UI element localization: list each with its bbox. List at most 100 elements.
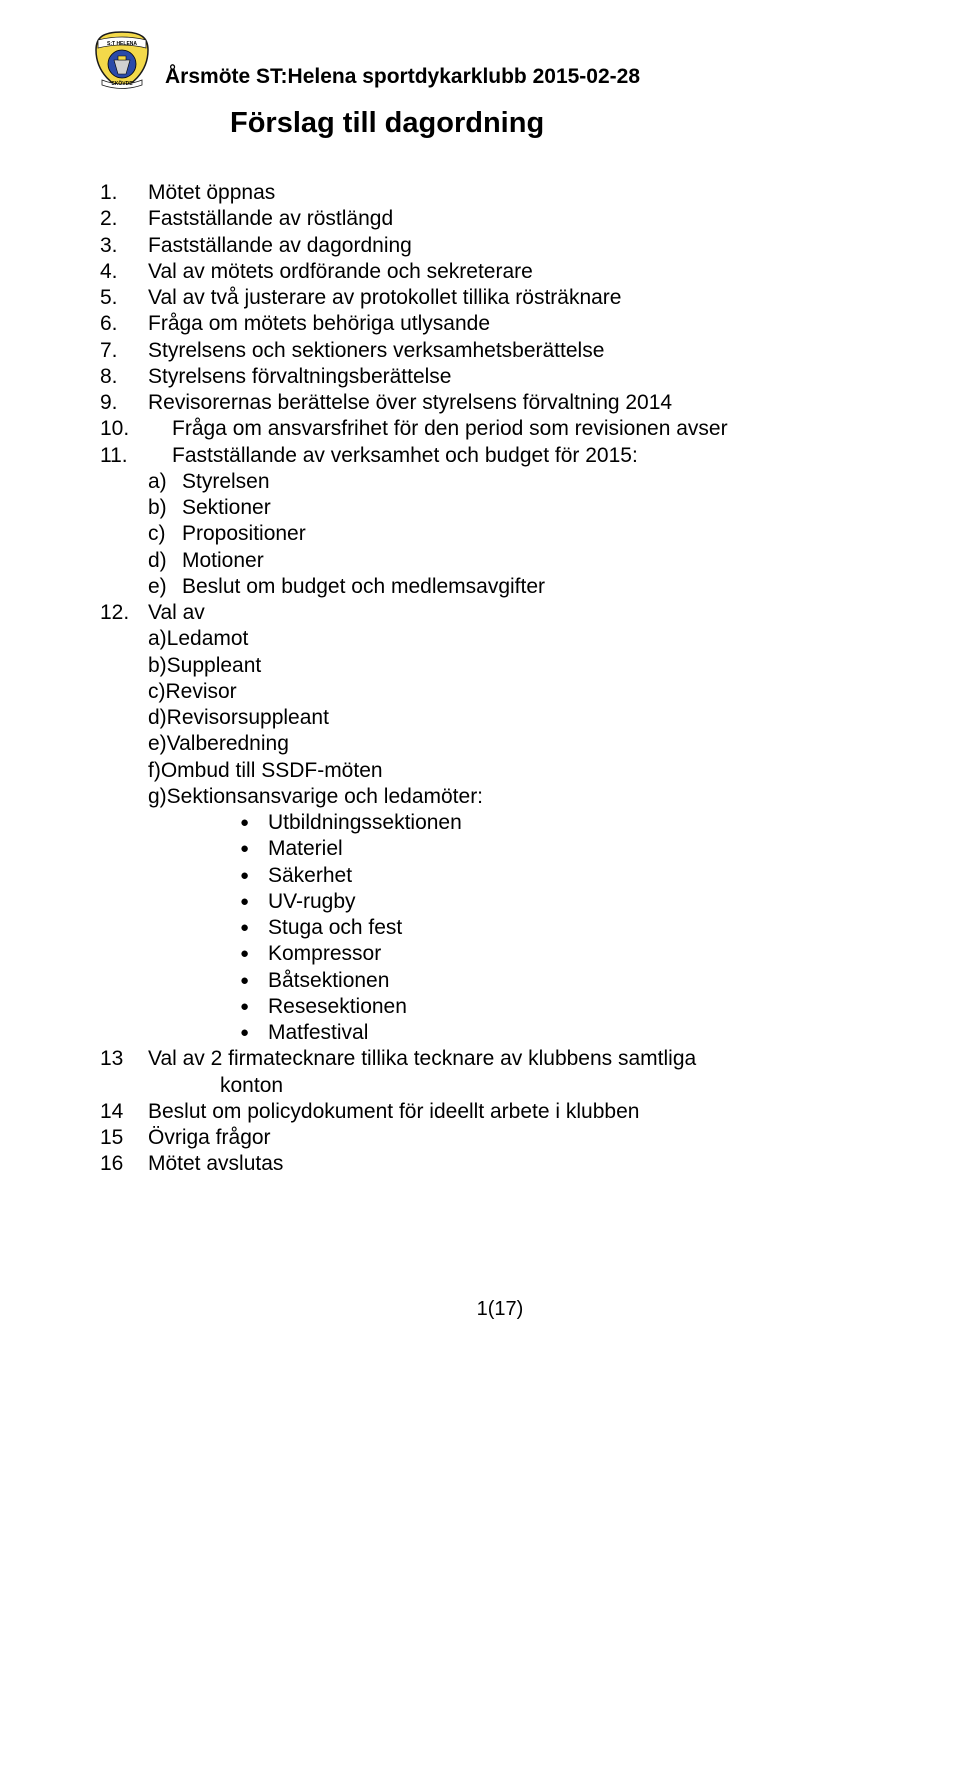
agenda-item: 14Beslut om policydokument för ideellt a…	[100, 1099, 900, 1125]
agenda-item: 3.Fastställande av dagordning	[100, 233, 900, 259]
item-number: 16	[100, 1151, 148, 1177]
svg-text:S:T HELENA: S:T HELENA	[107, 41, 137, 47]
agenda-item: 5.Val av två justerare av protokollet ti…	[100, 285, 900, 311]
item-number: 2.	[100, 206, 148, 232]
agenda-item: 15Övriga frågor	[100, 1125, 900, 1151]
agenda-item: 10.Fråga om ansvarsfrihet för den period…	[100, 416, 900, 442]
agenda-subitem: a)Ledamot	[100, 626, 900, 652]
agenda-item: 6.Fråga om mötets behöriga utlysande	[100, 311, 900, 337]
item-number: 15	[100, 1125, 148, 1151]
bullet-text: Säkerhet	[268, 863, 900, 889]
item-text: Val av två justerare av protokollet till…	[148, 285, 900, 311]
item-number: 7.	[100, 338, 148, 364]
item-text: Fastställande av verksamhet och budget f…	[172, 443, 900, 469]
subitem-text: Propositioner	[182, 521, 900, 547]
item-text-continued: konton	[100, 1073, 900, 1099]
item-number: 11.	[100, 443, 172, 469]
item-text: Fråga om mötets behöriga utlysande	[148, 311, 900, 337]
bullet-item: ●Kompressor	[100, 941, 900, 967]
subitem-text: a)Ledamot	[148, 626, 900, 652]
item-text: Val av mötets ordförande och sekreterare	[148, 259, 900, 285]
item-number: 4.	[100, 259, 148, 285]
bullet-text: UV-rugby	[268, 889, 900, 915]
bullet-item: ●Båtsektionen	[100, 968, 900, 994]
item-text: Fråga om ansvarsfrihet för den period so…	[172, 416, 900, 442]
bullet-text: Utbildningssektionen	[268, 810, 900, 836]
agenda-item: 4.Val av mötets ordförande och sekretera…	[100, 259, 900, 285]
subitem-text: Sektioner	[182, 495, 900, 521]
bullet-item: ●Resesektionen	[100, 994, 900, 1020]
item-text: Val av 2 firmatecknare tillika tecknare …	[148, 1046, 900, 1072]
item-number: 10.	[100, 416, 172, 442]
bullet-text: Materiel	[268, 836, 900, 862]
agenda-subitem: b)Suppleant	[100, 653, 900, 679]
subitem-text: f)Ombud till SSDF-möten	[148, 758, 900, 784]
agenda-item: 13Val av 2 firmatecknare tillika tecknar…	[100, 1046, 900, 1072]
page-title: Förslag till dagordning	[230, 107, 900, 140]
bullet-item: ●Matfestival	[100, 1020, 900, 1046]
document-page: S:T HELENA SKÖVDE Årsmöte ST:Helena spor…	[0, 0, 960, 1361]
bullet-icon: ●	[240, 968, 268, 994]
bullet-icon: ●	[240, 810, 268, 836]
item-text: Beslut om policydokument för ideellt arb…	[148, 1099, 900, 1125]
subitem-text: Beslut om budget och medlemsavgifter	[182, 574, 900, 600]
subitem-text: Styrelsen	[182, 469, 900, 495]
bullet-item: ●Materiel	[100, 836, 900, 862]
bullet-icon: ●	[240, 915, 268, 941]
agenda-subitem: g)Sektionsansvarige och ledamöter:	[100, 784, 900, 810]
subitem-letter: b)	[148, 495, 182, 521]
item-number: 6.	[100, 311, 148, 337]
agenda-subitem: a)Styrelsen	[100, 469, 900, 495]
bullet-item: ●Stuga och fest	[100, 915, 900, 941]
item-text: Fastställande av röstlängd	[148, 206, 900, 232]
agenda-subitem: f)Ombud till SSDF-möten	[100, 758, 900, 784]
bullet-icon: ●	[240, 1020, 268, 1046]
agenda-item: 1.Mötet öppnas	[100, 180, 900, 206]
item-text: Styrelsens och sektioners verksamhetsber…	[148, 338, 900, 364]
bullet-text: Resesektionen	[268, 994, 900, 1020]
meeting-header: Årsmöte ST:Helena sportdykarklubb 2015-0…	[165, 65, 900, 89]
bullet-icon: ●	[240, 836, 268, 862]
item-number: 14	[100, 1099, 148, 1125]
bullet-item: ●Säkerhet	[100, 863, 900, 889]
agenda-item: 8.Styrelsens förvaltningsberättelse	[100, 364, 900, 390]
agenda-subitem: e)Valberedning	[100, 731, 900, 757]
subitem-letter: c)	[148, 521, 182, 547]
item-number: 13	[100, 1046, 148, 1072]
bullet-item: ●UV-rugby	[100, 889, 900, 915]
bullet-text: Båtsektionen	[268, 968, 900, 994]
subitem-letter: d)	[148, 548, 182, 574]
agenda-item: 16Mötet avslutas	[100, 1151, 900, 1177]
agenda-subitem: d)Motioner	[100, 548, 900, 574]
bullet-item: ●Utbildningssektionen	[100, 810, 900, 836]
item-text: Val av	[148, 600, 900, 626]
bullet-text: Stuga och fest	[268, 915, 900, 941]
agenda-subitem: c)Revisor	[100, 679, 900, 705]
bullet-icon: ●	[240, 863, 268, 889]
agenda-item: 2.Fastställande av röstlängd	[100, 206, 900, 232]
item-number: 1.	[100, 180, 148, 206]
subitem-text: d)Revisorsuppleant	[148, 705, 900, 731]
subitem-text: e)Valberedning	[148, 731, 900, 757]
item-text: Revisorernas berättelse över styrelsens …	[148, 390, 900, 416]
agenda-item: 12.Val av	[100, 600, 900, 626]
bullet-icon: ●	[240, 994, 268, 1020]
agenda-item: 11.Fastställande av verksamhet och budge…	[100, 443, 900, 469]
item-text: Mötet avslutas	[148, 1151, 900, 1177]
agenda-subitem: c)Propositioner	[100, 521, 900, 547]
bullet-icon: ●	[240, 889, 268, 915]
page-number: 1(17)	[100, 1298, 900, 1321]
agenda-subitem: e)Beslut om budget och medlemsavgifter	[100, 574, 900, 600]
subitem-letter: a)	[148, 469, 182, 495]
agenda-item: 7.Styrelsens och sektioners verksamhetsb…	[100, 338, 900, 364]
svg-text:SKÖVDE: SKÖVDE	[111, 80, 133, 87]
agenda-subitem: d)Revisorsuppleant	[100, 705, 900, 731]
subitem-letter: e)	[148, 574, 182, 600]
agenda-item: 9.Revisorernas berättelse över styrelsen…	[100, 390, 900, 416]
bullet-text: Matfestival	[268, 1020, 900, 1046]
subitem-text: b)Suppleant	[148, 653, 900, 679]
bullet-text: Kompressor	[268, 941, 900, 967]
club-logo: S:T HELENA SKÖVDE	[92, 30, 152, 90]
item-text: Fastställande av dagordning	[148, 233, 900, 259]
item-text: Styrelsens förvaltningsberättelse	[148, 364, 900, 390]
